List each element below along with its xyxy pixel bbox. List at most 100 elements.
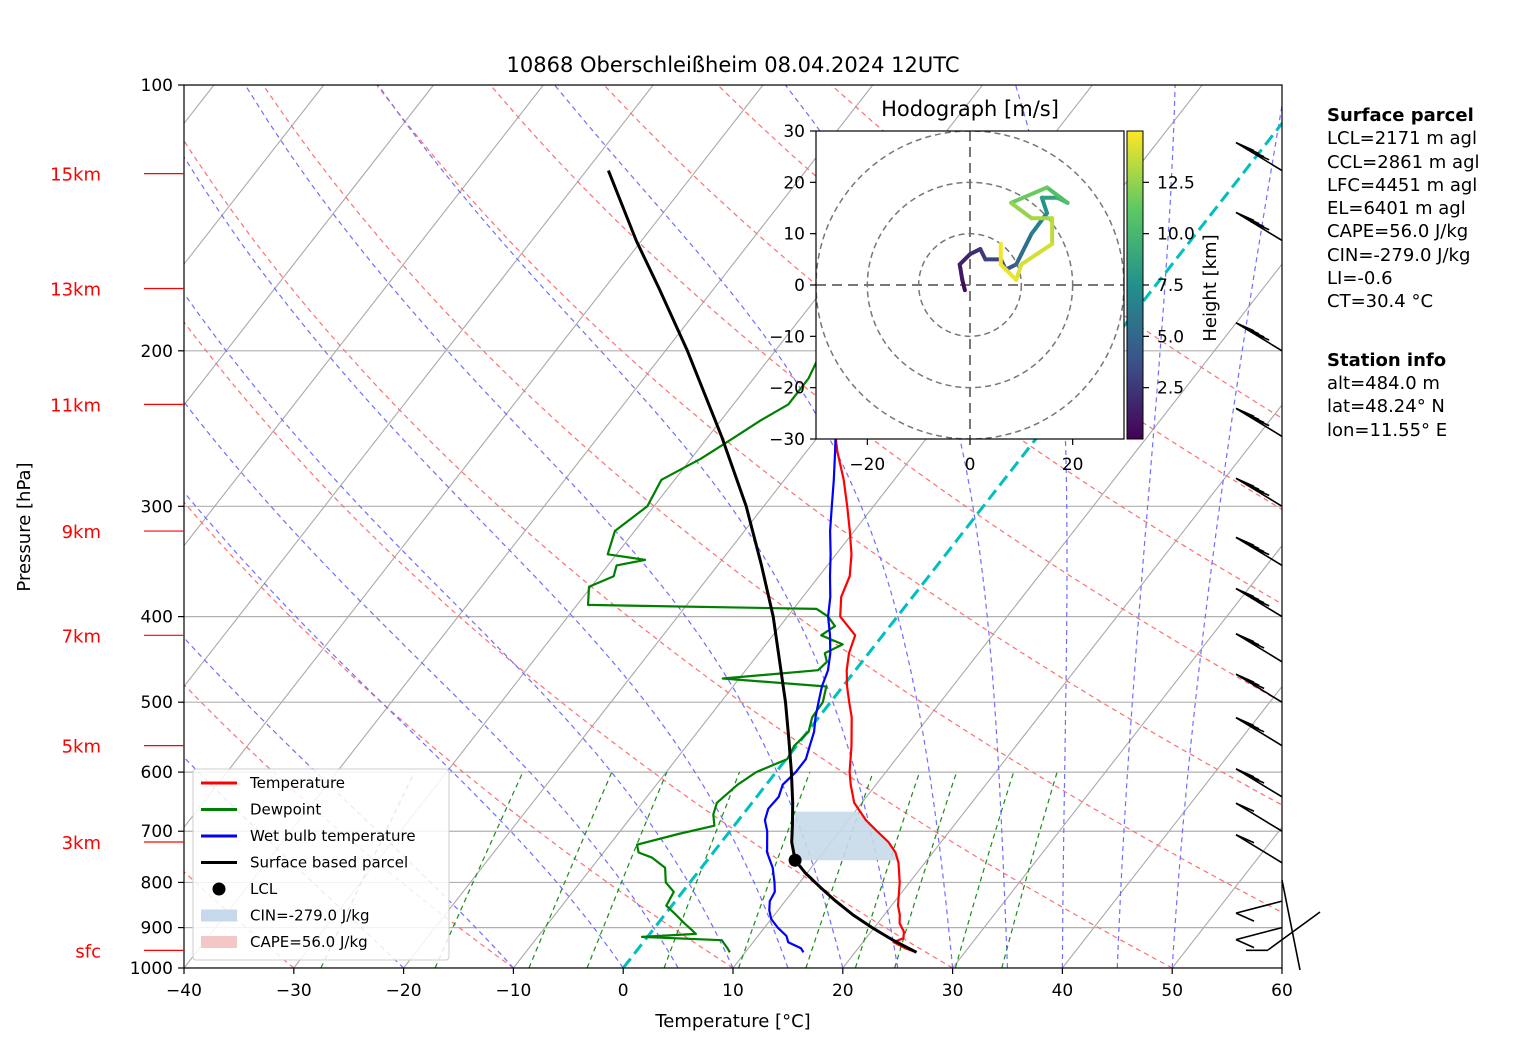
moist-adiabat-line: [184, 636, 514, 968]
info-line: lon=11.55° E: [1327, 420, 1447, 441]
colorbar-ticks: 2.5 5.0 7.5 10.0 12.5: [1143, 173, 1195, 399]
hodograph-y-tick-label: −30: [769, 430, 805, 450]
legend-swatch: [212, 882, 226, 896]
x-tick-label: 0: [618, 981, 629, 1001]
mixing-ratio-line: [738, 771, 811, 968]
hodograph-x-tick-label: 0: [965, 455, 976, 475]
hodograph-y-tick-label: −10: [769, 327, 805, 347]
moist-adiabat-line: [244, 85, 844, 968]
height-label: 5km: [62, 737, 101, 758]
y-tick-label: 200: [141, 342, 173, 362]
wind-barb: [1235, 926, 1283, 949]
x-tick-label: −20: [386, 981, 422, 1001]
x-tick-label: 50: [1161, 981, 1183, 1001]
wind-barb: [1235, 716, 1283, 747]
mixing-ratio-line: [528, 771, 613, 968]
mixing-ratio-line: [663, 771, 741, 968]
y-tick-label: 500: [141, 693, 173, 713]
legend-label: Wet bulb temperature: [250, 827, 416, 845]
x-axis-label: Temperature [°C]: [654, 1011, 810, 1032]
hodograph-y-tick-label: 0: [794, 276, 805, 296]
x-axis-ticks: −40 −30 −20 −10 0 10 20 30 40 50 60: [166, 968, 1293, 1001]
y-axis-ticks: 1000 900 800 700 600 500 400 300 200 100: [130, 76, 184, 979]
hodograph-segment: [1019, 231, 1034, 257]
hodograph-segment: [998, 262, 1019, 282]
legend-entry: Temperature: [201, 774, 345, 792]
colorbar-tick-label: 12.5: [1157, 173, 1195, 193]
mixing-ratio-line: [1001, 771, 1058, 968]
hodograph-y-tick-label: 30: [783, 122, 805, 142]
hodograph-title: Hodograph [m/s]: [881, 97, 1059, 121]
x-tick-label: −40: [166, 981, 202, 1001]
station-info-heading: Station info: [1327, 350, 1446, 371]
legend-swatch: [201, 909, 237, 922]
x-tick-label: 60: [1271, 981, 1293, 1001]
legend: Temperature Dewpoint Wet bulb temperature S…: [192, 768, 450, 961]
dry-adiabat-line: [262, 85, 1282, 914]
wind-barb: [1235, 211, 1283, 242]
mixing-ratio-line: [586, 771, 668, 968]
info-line: LCL=2171 m agl: [1327, 128, 1477, 149]
info-panel: Surface parcel LCL=2171 m agl CCL=2861 m…: [1327, 105, 1480, 441]
info-line: alt=484.0 m: [1327, 373, 1440, 394]
moist-adiabat-line: [184, 401, 679, 968]
isotherm-line: [184, 85, 544, 547]
moist-adiabat-line: [184, 491, 624, 968]
info-line: CAPE=56.0 J/kg: [1327, 221, 1468, 242]
dry-adiabat-line: [184, 321, 953, 968]
dry-adiabat-line: [184, 501, 734, 968]
hodograph-segment: [1045, 185, 1070, 205]
dry-adiabat-line: [184, 139, 1173, 968]
wind-barb: [1235, 768, 1283, 798]
cin-area: [791, 811, 898, 861]
wind-barb: [1235, 587, 1283, 618]
hodograph-y-tick-label: 20: [783, 173, 805, 193]
height-label: 9km: [62, 522, 101, 543]
cin-fill: [791, 811, 898, 861]
colorbar-tick-label: 2.5: [1157, 379, 1184, 399]
colorbar-tick-label: 7.5: [1157, 276, 1184, 296]
moist-adiabat-line: [184, 292, 734, 968]
chart-title: 10868 Oberschleißheim 08.04.2024 12UTC: [507, 53, 960, 77]
hodograph-segment: [1009, 185, 1049, 205]
y-tick-label: 600: [141, 763, 173, 783]
moist-adiabat-line: [1171, 102, 1282, 968]
isotherm-line: [842, 404, 1282, 968]
hodograph-segment: [957, 262, 965, 282]
x-tick-label: 40: [1052, 981, 1074, 1001]
wind-barb: [1235, 322, 1283, 352]
isotherm-line: [184, 85, 654, 688]
lcl-marker: [788, 853, 802, 867]
legend-entry: LCL: [212, 880, 278, 898]
height-label: 11km: [50, 395, 101, 416]
info-line: lat=48.24° N: [1327, 396, 1445, 417]
info-line: LFC=4451 m agl: [1327, 175, 1477, 196]
legend-label: Temperature: [249, 774, 345, 792]
legend-entry: CIN=-279.0 J/kg: [201, 907, 370, 925]
height-label: 13km: [50, 279, 101, 300]
y-tick-label: 400: [141, 608, 173, 628]
legend-entry: Wet bulb temperature: [201, 827, 416, 845]
y-axis-label: Pressure [hPa]: [14, 462, 35, 591]
height-label: sfc: [75, 941, 101, 962]
surface-parcel-heading: Surface parcel: [1327, 105, 1474, 126]
x-tick-label: 20: [832, 981, 854, 1001]
y-tick-label: 800: [141, 873, 173, 893]
hodograph-grid: [816, 131, 1124, 439]
legend-label: LCL: [250, 880, 278, 898]
x-tick-label: 30: [942, 981, 964, 1001]
hodograph-trace: [957, 185, 1070, 293]
hodograph-segment: [1014, 262, 1024, 282]
y-tick-label: 700: [141, 822, 173, 842]
wind-barb: [1246, 879, 1321, 971]
wind-barb: [1235, 900, 1283, 922]
hodograph-x-tick-label: 20: [1062, 455, 1084, 475]
wind-barb: [1235, 477, 1283, 507]
moist-adiabat-line: [184, 155, 789, 968]
x-tick-label: −30: [276, 981, 312, 1001]
legend-entry: Dewpoint: [201, 801, 321, 819]
wind-barb: [1235, 673, 1283, 703]
legend-swatch: [201, 936, 237, 948]
wind-barb: [1235, 407, 1283, 438]
isotherm-line: [184, 85, 434, 406]
